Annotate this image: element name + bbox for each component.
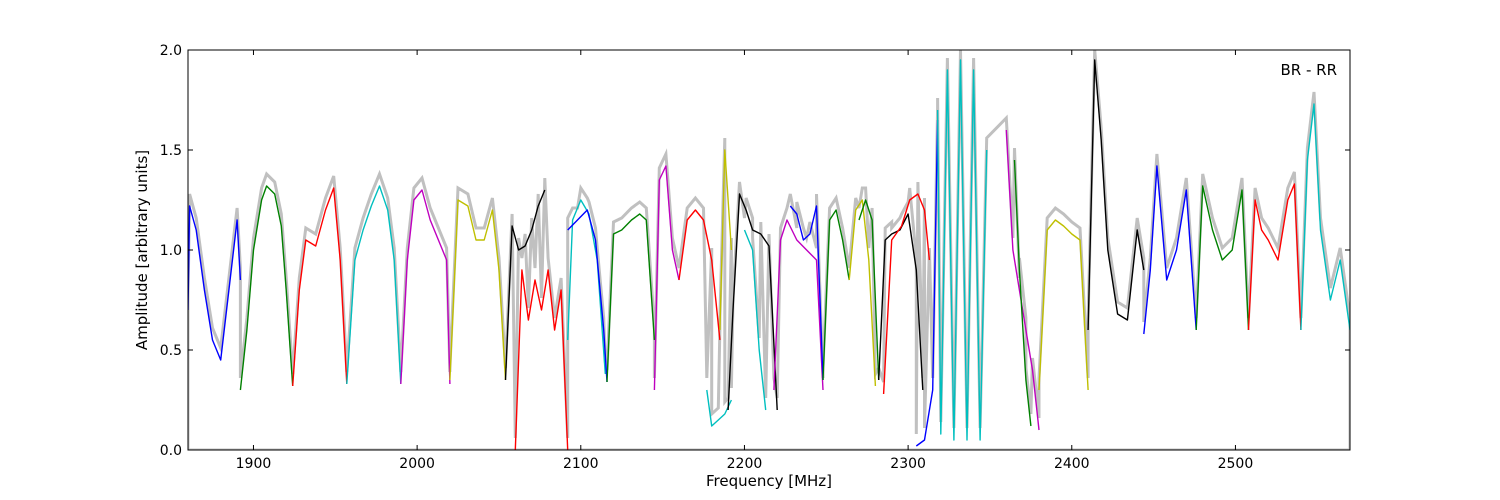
series-line-12 (653, 165, 680, 391)
y-tick-label: 1.0 (160, 243, 182, 259)
series-line-30 (1087, 59, 1145, 331)
x-tick-label: 2100 (563, 456, 599, 472)
y-axis-label: Amplitude [arbitrary units] (133, 150, 151, 350)
series-line-23 (878, 213, 924, 391)
series-line-17 (743, 229, 767, 411)
series-line-18 (773, 219, 824, 391)
y-axis-ticks: 0.0 0.5 1.0 1.5 2.0 (160, 43, 1350, 459)
y-tick-label: 1.5 (160, 143, 182, 159)
series-line-7 (504, 189, 546, 381)
series-line-27 (1005, 129, 1040, 431)
x-tick-label: 2200 (727, 456, 763, 472)
plot-frame (187, 49, 1351, 451)
series-line-13 (678, 209, 721, 341)
series-line-20 (822, 209, 850, 381)
series-line-33 (1247, 183, 1302, 331)
series-line-15 (706, 389, 733, 427)
series-line-1 (188, 205, 242, 361)
series-line-16 (727, 193, 778, 411)
x-tick-label: 2400 (1054, 456, 1090, 472)
series-line-19 (789, 205, 824, 381)
y-tick-label: 0.0 (160, 443, 182, 459)
background-envelope (188, 50, 1350, 450)
series-line-4 (346, 185, 402, 385)
series-line-29 (1038, 219, 1089, 391)
y-tick-label: 2.0 (160, 43, 182, 59)
x-axis-label: Frequency [MHz] (706, 472, 832, 490)
series-line-31 (1143, 165, 1197, 335)
series-line-28 (1013, 159, 1032, 427)
series-line-8 (514, 269, 569, 450)
series-line-3 (292, 187, 348, 387)
br-rr-annotation: BR - RR (1280, 61, 1337, 79)
series-line-2 (239, 185, 294, 391)
series-line-25 (915, 119, 939, 447)
series-line-24 (882, 193, 931, 395)
plot-area (188, 50, 1350, 450)
series-line-6 (449, 199, 507, 381)
x-tick-label: 2000 (399, 456, 435, 472)
series-line-14 (719, 149, 733, 331)
series-line-11 (606, 213, 656, 383)
series-line-22 (858, 199, 880, 381)
series-line-10 (567, 209, 608, 383)
series-line-32 (1195, 185, 1250, 331)
series-line-34 (1300, 103, 1350, 331)
series-line-21 (848, 199, 877, 387)
x-axis-ticks: 1900 2000 2100 2200 2300 2400 2500 (236, 50, 1254, 472)
x-tick-label: 2500 (1218, 456, 1254, 472)
x-tick-label: 2300 (890, 456, 926, 472)
x-tick-label: 1900 (236, 456, 272, 472)
y-tick-label: 0.5 (160, 343, 182, 359)
series-line-26 (936, 59, 988, 441)
series-line-5 (400, 189, 451, 385)
